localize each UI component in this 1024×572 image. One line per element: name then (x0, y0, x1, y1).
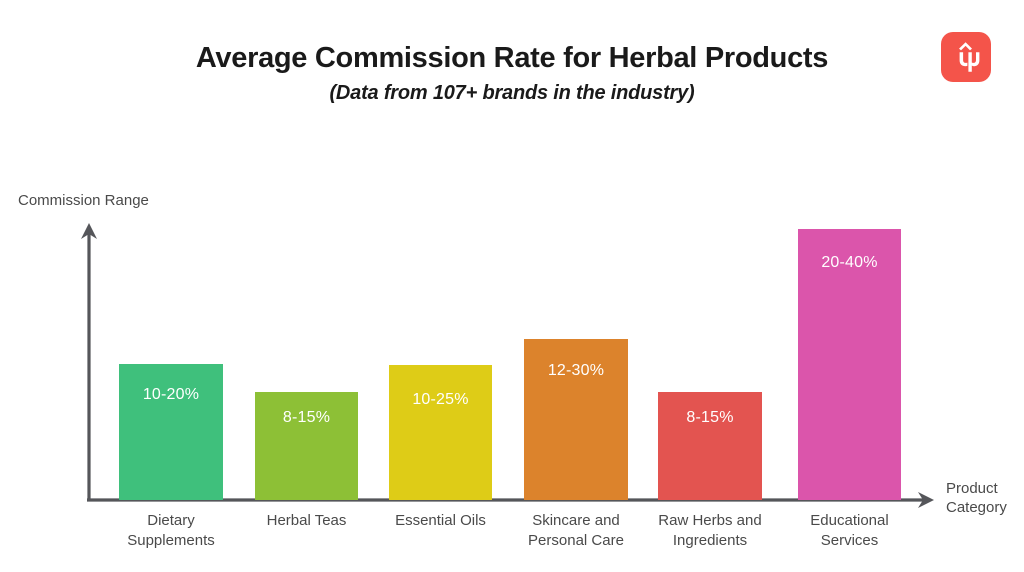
chart-subtitle: (Data from 107+ brands in the industry) (329, 82, 695, 104)
y-axis-arrow-icon (81, 223, 97, 239)
x-axis-label: Product Category (946, 479, 1021, 517)
x-tick-line2: Ingredients (672, 532, 748, 549)
bar-value-educational-services: 20-40% (821, 254, 878, 271)
x-tick-line1: Raw Herbs and (658, 512, 762, 529)
bar-raw-herbs-and-ingredients[interactable]: 8-15% (658, 392, 762, 500)
bar-group-dietary-supplements: 10-20% Dietary Supplements (119, 364, 223, 549)
bar-group-educational-services: 20-40% Educational Services (798, 229, 901, 549)
x-tick-label-dietary-supplements: Dietary Supplements (101, 511, 241, 551)
bar-value-raw-herbs-and-ingredients: 8-15% (686, 409, 734, 426)
bar-group-skincare-and-personal-care: 12-30% Skincare and Personal Care (524, 339, 628, 549)
chart-header: Average Commission Rate for Herbal Produ… (0, 0, 1024, 130)
x-axis-arrow-icon (918, 492, 934, 508)
bar-group-essential-oils: 10-25% Essential Oils (389, 365, 492, 529)
y-axis-label: Commission Range (18, 192, 149, 209)
bar-skincare-and-personal-care[interactable]: 12-30% (524, 339, 628, 500)
bar-educational-services[interactable]: 20-40% (798, 229, 901, 500)
x-tick-line1: Essential Oils (395, 512, 486, 529)
x-tick-line2: Services (820, 532, 879, 549)
bar-essential-oils[interactable]: 10-25% (389, 365, 492, 500)
bar-value-dietary-supplements: 10-20% (142, 386, 200, 403)
x-tick-label-educational-services: Educational Services (780, 511, 919, 551)
bar-value-skincare-and-personal-care: 12-30% (547, 362, 605, 379)
x-tick-line1: Herbal Teas (266, 512, 347, 529)
x-tick-label-herbal-teas: Herbal Teas (237, 511, 376, 531)
x-tick-line1: Educational (810, 512, 889, 529)
x-tick-line2: Supplements (127, 532, 215, 549)
x-tick-line1: Dietary (147, 512, 195, 529)
x-tick-label-raw-herbs-and-ingredients: Raw Herbs and Ingredients (640, 511, 780, 551)
x-tick-line2: Personal Care (528, 532, 624, 549)
bar-group-herbal-teas: 8-15% Herbal Teas (255, 392, 358, 529)
x-axis-label-line1: Product (946, 480, 998, 497)
bar-value-herbal-teas: 8-15% (282, 409, 331, 426)
x-tick-line1: Skincare and (532, 512, 620, 529)
bar-group-raw-herbs-and-ingredients: 8-15% Raw Herbs and Ingredients (658, 392, 762, 549)
x-axis-label-line2: Category (946, 499, 1007, 516)
bar-value-essential-oils: 10-25% (412, 391, 469, 408)
x-tick-label-skincare-and-personal-care: Skincare and Personal Care (506, 511, 646, 551)
up-logo-icon[interactable] (941, 32, 991, 82)
x-tick-label-essential-oils: Essential Oils (371, 511, 510, 531)
chart-title: Average Commission Rate for Herbal Produ… (195, 42, 829, 74)
bar-herbal-teas[interactable]: 8-15% (255, 392, 358, 500)
bar-dietary-supplements[interactable]: 10-20% (119, 364, 223, 500)
